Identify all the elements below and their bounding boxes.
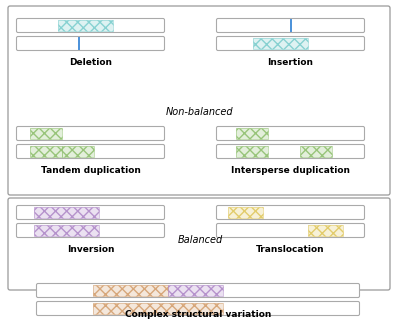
- Bar: [34, 225, 99, 236]
- Bar: [34, 225, 99, 236]
- Text: Insertion: Insertion: [268, 58, 314, 67]
- Text: Intersperse duplication: Intersperse duplication: [231, 166, 350, 175]
- Bar: [30, 146, 62, 157]
- Text: Tandem duplication: Tandem duplication: [40, 166, 140, 175]
- FancyBboxPatch shape: [216, 126, 364, 141]
- Bar: [62, 146, 94, 157]
- Text: Complex structural variation: Complex structural variation: [125, 310, 271, 319]
- Bar: [236, 128, 268, 139]
- FancyBboxPatch shape: [216, 37, 364, 50]
- Bar: [93, 303, 223, 314]
- FancyBboxPatch shape: [216, 19, 364, 32]
- Bar: [228, 207, 263, 218]
- Bar: [228, 207, 263, 218]
- Bar: [236, 128, 268, 139]
- FancyBboxPatch shape: [16, 126, 164, 141]
- Bar: [30, 146, 62, 157]
- Bar: [93, 285, 168, 296]
- Text: Inversion: Inversion: [67, 245, 114, 254]
- Bar: [308, 225, 343, 236]
- FancyBboxPatch shape: [36, 283, 360, 298]
- Bar: [93, 303, 223, 314]
- Bar: [30, 128, 62, 139]
- Bar: [168, 285, 223, 296]
- Text: Balanced: Balanced: [177, 235, 223, 245]
- Bar: [58, 20, 113, 31]
- FancyBboxPatch shape: [216, 144, 364, 159]
- Bar: [168, 285, 223, 296]
- Text: Deletion: Deletion: [69, 58, 112, 67]
- Bar: [308, 225, 343, 236]
- Bar: [30, 128, 62, 139]
- Bar: [236, 146, 268, 157]
- Bar: [236, 146, 268, 157]
- Bar: [34, 207, 99, 218]
- Bar: [300, 146, 332, 157]
- Bar: [34, 207, 99, 218]
- FancyBboxPatch shape: [16, 37, 164, 50]
- Text: Non-balanced: Non-balanced: [166, 107, 234, 117]
- FancyBboxPatch shape: [16, 144, 164, 159]
- FancyBboxPatch shape: [36, 301, 360, 316]
- Bar: [253, 38, 308, 49]
- FancyBboxPatch shape: [16, 19, 164, 32]
- FancyBboxPatch shape: [16, 223, 164, 238]
- Bar: [300, 146, 332, 157]
- Bar: [253, 38, 308, 49]
- FancyBboxPatch shape: [16, 205, 164, 220]
- Bar: [58, 20, 113, 31]
- Text: Translocation: Translocation: [256, 245, 325, 254]
- FancyBboxPatch shape: [216, 205, 364, 220]
- FancyBboxPatch shape: [216, 223, 364, 238]
- Bar: [93, 285, 168, 296]
- Bar: [62, 146, 94, 157]
